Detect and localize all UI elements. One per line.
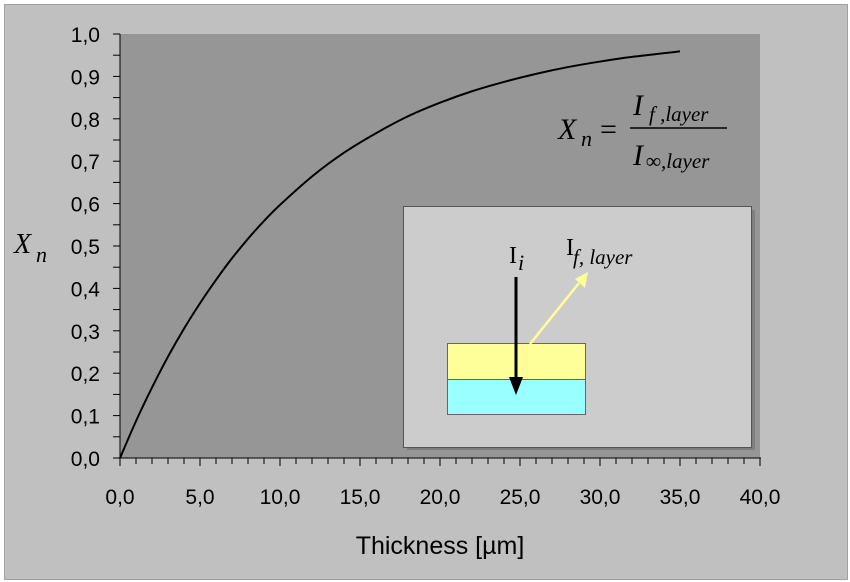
- svg-text:I: I: [566, 235, 574, 261]
- svg-text:n: n: [581, 126, 592, 151]
- x-tick-label: 20,0: [420, 486, 461, 509]
- x-tick-label: 25,0: [500, 486, 541, 509]
- svg-text:∞,layer: ∞,layer: [646, 149, 710, 173]
- y-tick-label: 0,3: [71, 321, 100, 344]
- x-tick-marks: [119, 458, 761, 466]
- fluorescence-arrow: [529, 282, 580, 345]
- inset-diagram: I i I f, layer: [403, 206, 755, 450]
- y-tick-label: 0,9: [71, 66, 100, 89]
- formula-annotation: X n = I f ,layer I ∞,layer: [557, 89, 727, 173]
- x-tick-label: 5,0: [185, 486, 214, 509]
- x-axis-title: Thickness [µm]: [356, 532, 525, 560]
- y-tick-marks: [113, 33, 120, 459]
- incident-arrowhead-icon: [509, 377, 523, 395]
- x-tick-label: 40,0: [740, 486, 781, 509]
- svg-text:X: X: [557, 113, 578, 146]
- y-tick-label: 0,6: [71, 194, 100, 217]
- svg-text:f ,layer: f ,layer: [649, 102, 709, 126]
- y-tick-labels: 0,0 0,1 0,2 0,3 0,4 0,5 0,6 0,7 0,8 0,9 1,0: [71, 24, 101, 471]
- svg-text:I: I: [632, 89, 645, 122]
- y-tick-label: 0,1: [71, 406, 100, 429]
- x-tick-label: 30,0: [580, 486, 621, 509]
- svg-text:=: =: [600, 113, 617, 146]
- y-tick-label: 0,8: [71, 109, 100, 132]
- svg-text:i: i: [518, 250, 524, 275]
- svg-text:n: n: [36, 242, 47, 267]
- y-tick-label: 0,0: [71, 448, 100, 471]
- y-axis-title: X n: [13, 229, 47, 267]
- svg-text:I: I: [509, 243, 517, 269]
- x-tick-label: 15,0: [340, 486, 381, 509]
- x-tick-label: 35,0: [660, 486, 701, 509]
- svg-text:I: I: [632, 139, 645, 172]
- svg-text:X: X: [13, 229, 32, 260]
- data-line: [119, 50, 681, 459]
- y-tick-label: 0,5: [71, 236, 100, 259]
- y-tick-label: 0,2: [71, 363, 100, 386]
- y-tick-label: 0,7: [71, 151, 100, 174]
- x-tick-labels: 0,0 5,0 10,0 15,0 20,0 25,0 30,0 35,0 40,0: [105, 486, 780, 509]
- x-tick-label: 0,0: [105, 486, 134, 509]
- svg-text:f, layer: f, layer: [573, 245, 633, 269]
- x-tick-label: 10,0: [260, 486, 301, 509]
- y-tick-label: 1,0: [71, 24, 100, 47]
- y-tick-label: 0,4: [71, 278, 101, 301]
- fluorescence-arrowhead-icon: [575, 272, 588, 288]
